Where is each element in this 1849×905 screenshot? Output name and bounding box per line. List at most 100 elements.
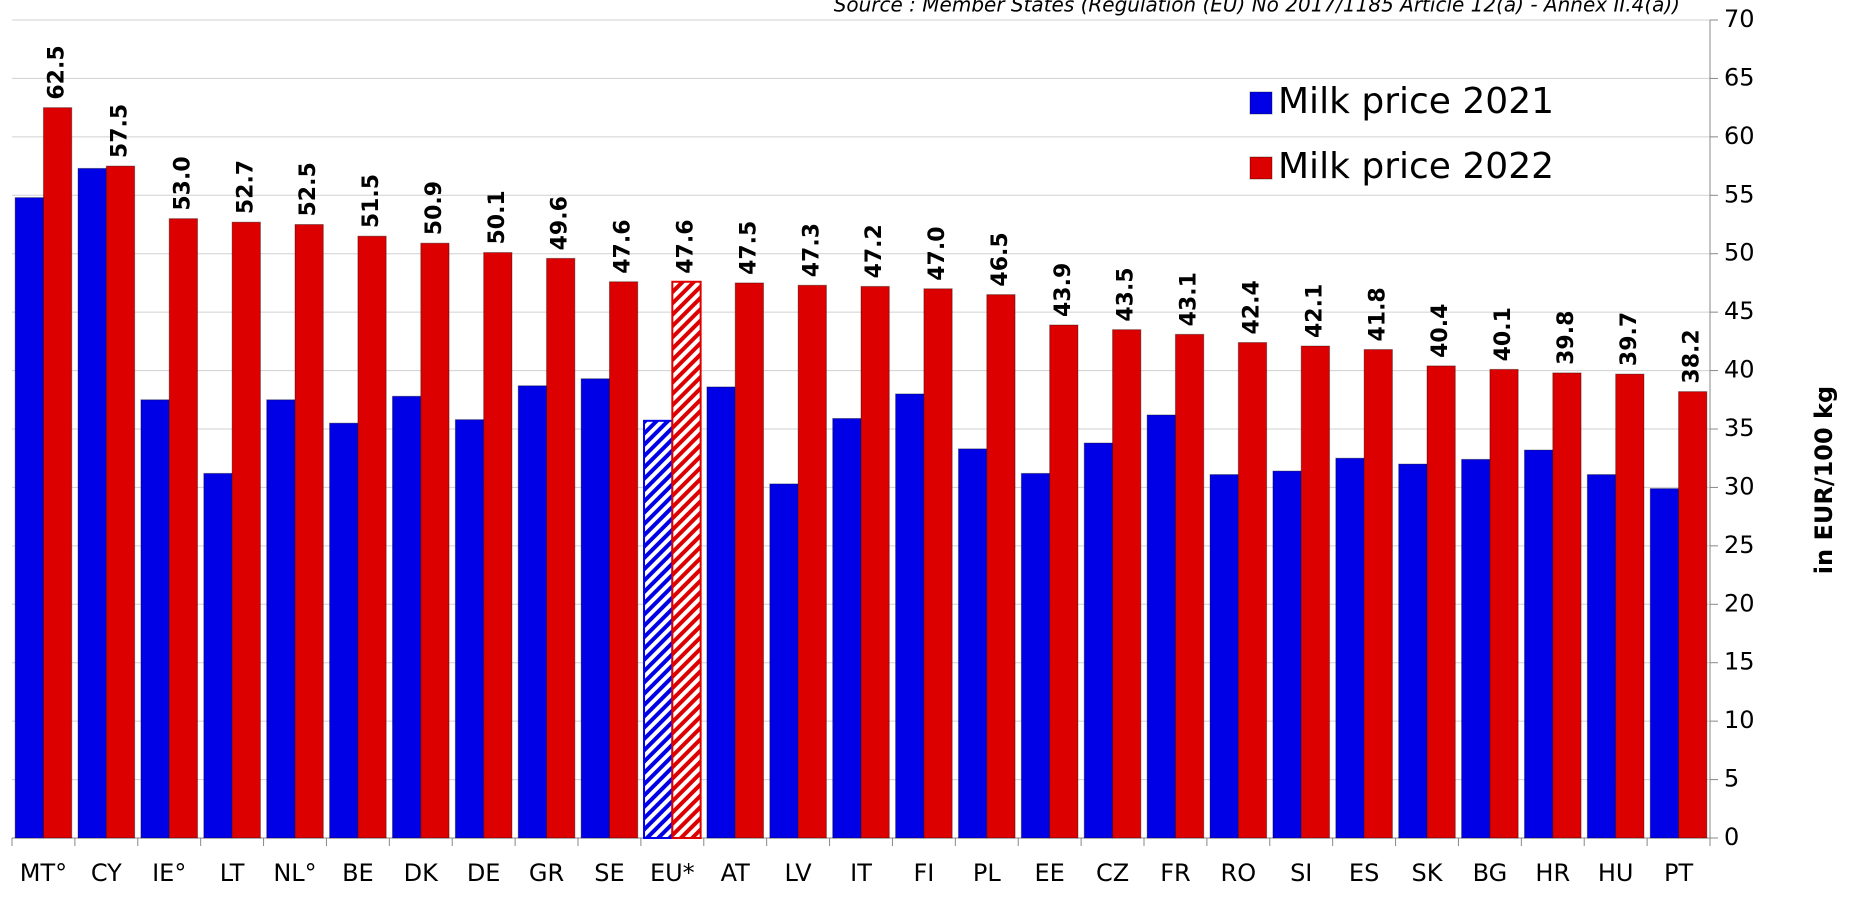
bar	[1049, 324, 1079, 839]
x-tick-label: CY	[91, 859, 122, 887]
value-label: 51.5	[359, 174, 384, 228]
legend-label: Milk price 2021	[1278, 81, 1554, 122]
bar	[1615, 373, 1645, 839]
bar	[546, 257, 576, 839]
bar	[643, 419, 674, 839]
value-label: 41.8	[1365, 287, 1390, 341]
value-label: 40.1	[1491, 307, 1516, 361]
value-label: 38.2	[1680, 329, 1705, 383]
value-label: 47.6	[611, 219, 636, 273]
bar	[329, 422, 359, 839]
value-label: 47.3	[799, 223, 824, 277]
x-tick-label: PL	[973, 859, 1001, 887]
bar	[266, 399, 296, 839]
y-tick-label: 30	[1724, 472, 1755, 500]
y-tick-label: 60	[1724, 122, 1755, 150]
bar	[671, 280, 702, 839]
y-tick-label: 10	[1724, 706, 1755, 734]
legend-swatch	[1249, 91, 1273, 115]
x-tick-label: BG	[1473, 859, 1508, 887]
value-label: 50.9	[422, 181, 447, 235]
bar	[860, 285, 890, 839]
bar	[1363, 349, 1393, 839]
value-label: 53.0	[170, 156, 195, 210]
value-label: 47.5	[736, 221, 761, 275]
x-tick-label: FI	[913, 859, 934, 887]
bar	[832, 417, 862, 839]
value-label: 52.5	[296, 162, 321, 216]
x-tick-label: HU	[1598, 859, 1634, 887]
value-label: 62.5	[45, 45, 70, 99]
bar	[14, 197, 44, 839]
bar	[895, 393, 925, 839]
bar	[483, 252, 513, 839]
value-label: 49.6	[548, 196, 573, 250]
y-tick-label: 55	[1724, 180, 1755, 208]
bar	[1649, 488, 1680, 839]
value-label: 43.9	[1051, 263, 1076, 317]
value-label: 47.0	[925, 226, 950, 280]
x-tick-label: DE	[467, 859, 501, 887]
bar	[294, 224, 324, 839]
bar	[1552, 372, 1582, 839]
value-label: 46.5	[988, 232, 1013, 286]
y-tick-label: 20	[1724, 589, 1755, 617]
value-label: 47.2	[862, 224, 887, 278]
bar	[391, 395, 422, 839]
x-tick-label: LV	[785, 859, 813, 887]
bar	[706, 386, 736, 839]
bar	[1020, 472, 1051, 839]
y-tick-label: 35	[1724, 414, 1755, 442]
x-tick-label: BE	[342, 859, 374, 887]
bar	[797, 284, 827, 839]
x-tick-label: EU*	[650, 859, 695, 887]
x-tick-label: LT	[220, 859, 245, 887]
x-tick-label: SE	[594, 859, 624, 887]
y-tick-label: 65	[1724, 63, 1755, 91]
y-tick-label: 5	[1724, 765, 1739, 793]
value-label: 52.7	[233, 160, 258, 214]
x-tick-label: GR	[529, 859, 564, 887]
x-tick-label: IT	[850, 859, 872, 887]
source: Source : Member States (Regulation (EU) …	[834, 0, 1680, 17]
x-tick-label: RO	[1221, 859, 1257, 887]
bar	[608, 281, 639, 839]
x-tick-label: MT°	[20, 859, 67, 887]
value-label: 57.5	[107, 104, 132, 158]
bar	[1489, 368, 1519, 839]
x-tick-label: EE	[1035, 859, 1065, 887]
value-label: 39.8	[1554, 311, 1579, 365]
bar	[1461, 458, 1491, 839]
bar	[1426, 365, 1456, 839]
y-tick-label: 15	[1724, 648, 1755, 676]
x-tick-label: DK	[404, 859, 439, 887]
bar	[140, 399, 170, 839]
bar	[420, 242, 450, 839]
value-label: 47.6	[673, 219, 698, 273]
value-label: 42.1	[1302, 284, 1327, 338]
y-tick-label: 70	[1724, 5, 1755, 33]
bar	[105, 165, 136, 839]
bar	[517, 385, 548, 839]
value-label: 39.7	[1617, 312, 1642, 366]
x-tick-label: NL°	[273, 859, 316, 887]
x-tick-label: HR	[1535, 859, 1570, 887]
bar	[986, 294, 1016, 839]
x-tick-label: PT	[1664, 859, 1693, 887]
bar	[1146, 414, 1176, 839]
y-tick-label: 40	[1724, 356, 1755, 384]
y-tick-label: 45	[1724, 297, 1755, 325]
x-tick-label: ES	[1349, 859, 1379, 887]
bar	[957, 448, 988, 839]
bar	[203, 472, 233, 839]
bar	[1335, 457, 1365, 839]
y-tick-label: 25	[1724, 531, 1755, 559]
bar	[734, 282, 765, 839]
y-tick-label: 0	[1724, 823, 1739, 851]
value-label: 43.5	[1114, 267, 1139, 321]
value-label: 40.4	[1428, 304, 1453, 358]
bar	[1523, 449, 1554, 839]
bar	[1586, 474, 1617, 839]
bar	[1083, 442, 1114, 839]
